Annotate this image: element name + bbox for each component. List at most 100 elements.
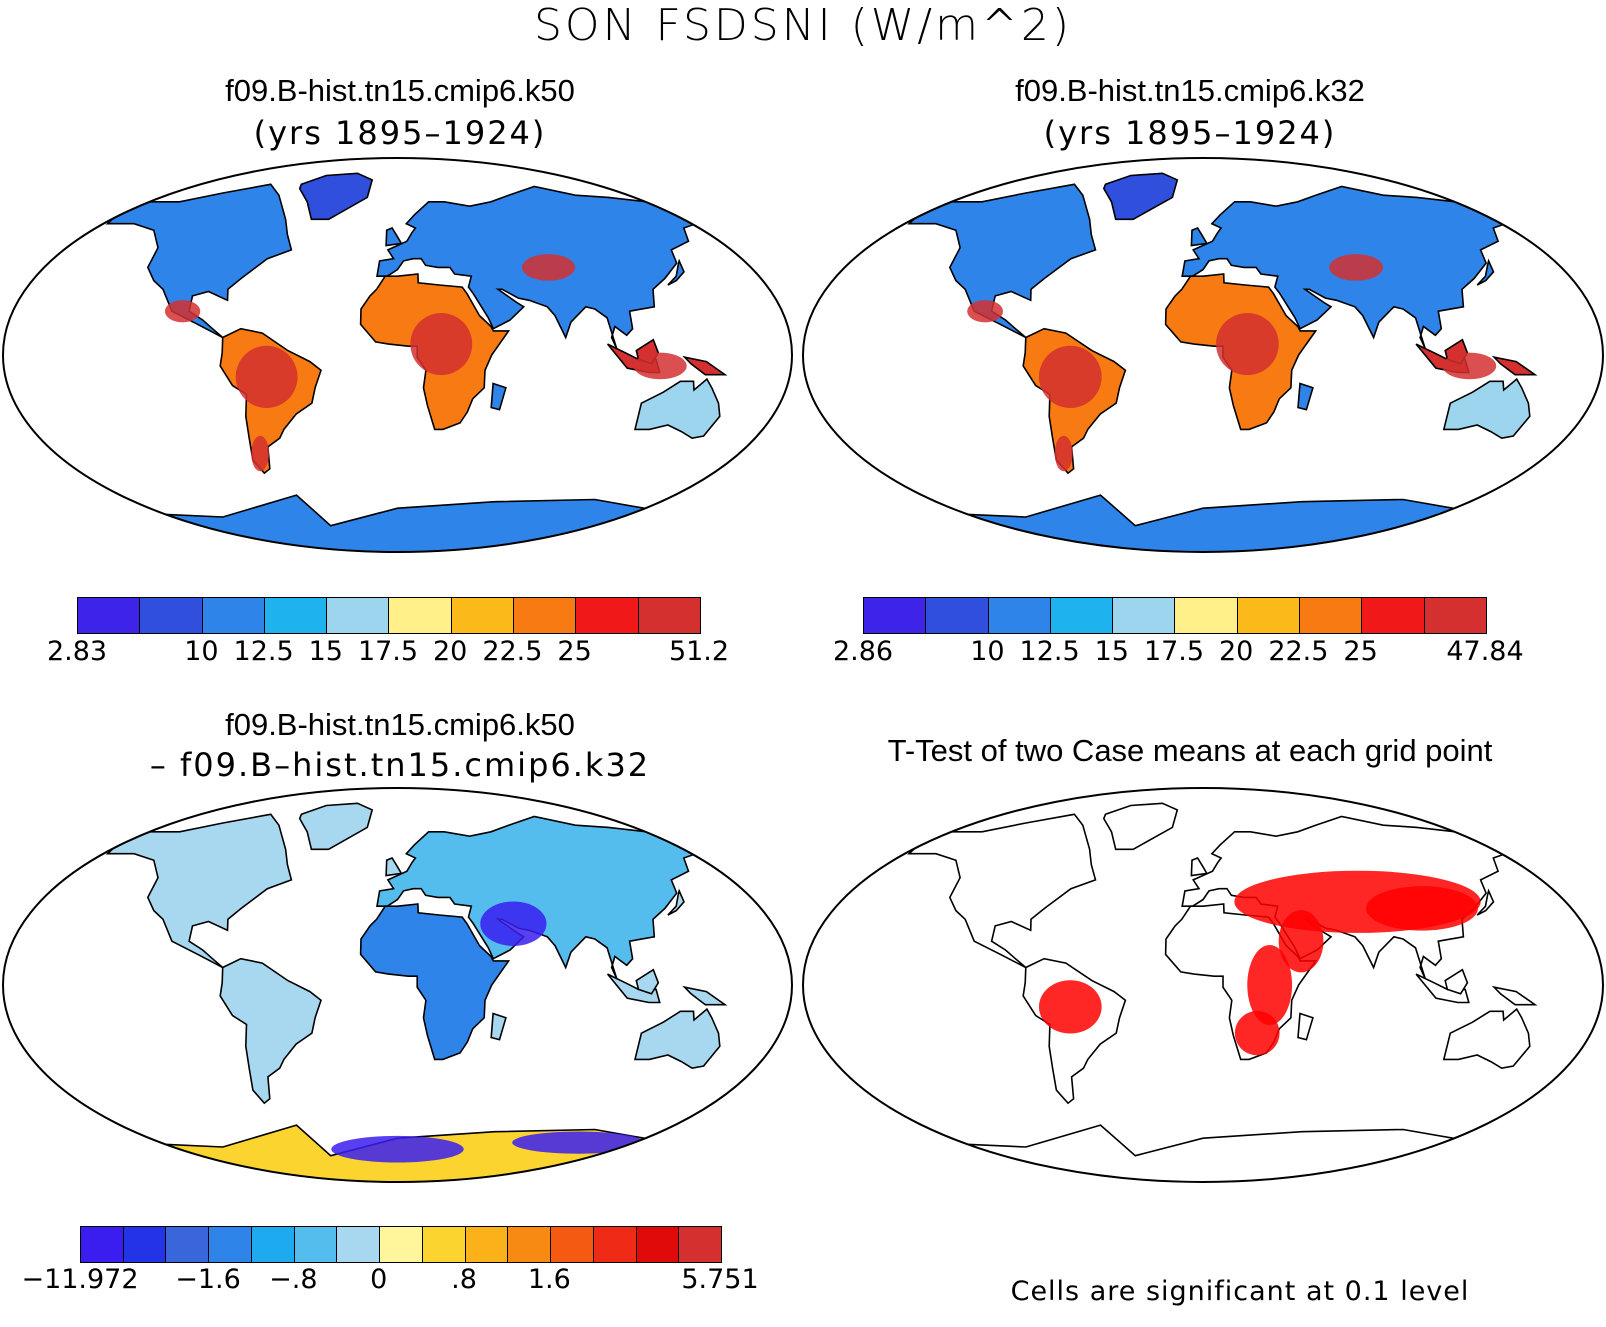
landmass-newguinea [1491,355,1538,376]
colorbar-tick-label: 25 [557,636,592,667]
landmass-uk [385,227,403,247]
colorbar-tick-label: 10 [184,636,219,667]
colorbar-tick-label: 17.5 [357,636,419,667]
colorbar-tick-label: 12.5 [1019,636,1080,667]
colorbar-swatch [551,1227,594,1262]
landmass-southAmerica [219,957,322,1105]
colorbar-tick-label: 25 [1343,636,1378,667]
colorbar-swatch [636,1227,680,1262]
colorbar-swatch [679,1227,722,1262]
colorbar-swatch [514,598,577,633]
colorbar-swatch [451,598,515,633]
colorbar-tick-label: .8 [451,1264,477,1295]
colorbar-tick-label: 47.84 [1446,636,1524,667]
colorbar-swatch [988,598,1051,633]
figure-title: SON FSDSNI (W/m^2) [534,0,1072,51]
colorbar-swatch [1050,598,1114,633]
field-maximum-region [633,352,687,380]
colorbar-tick-label: 20 [433,636,468,667]
colorbar-swatch [123,1227,167,1262]
significant-region [1278,910,1324,973]
colorbar-swatch [508,1227,552,1262]
landmass-borneo [1444,968,1469,995]
colorbar-swatch [926,598,989,633]
map-border [802,157,1604,553]
landmass-newguinea [682,355,728,376]
landmass-northAmerica [105,813,293,969]
landmass-antarctica [125,494,670,552]
colorbar-difference [80,1226,722,1263]
landmass-greenland [1102,172,1179,221]
colorbar-swatch [327,598,390,633]
panel2-subtitle: (yrs 1895–1924) [1043,114,1337,152]
landmass-madagascar [490,382,507,411]
field-maximum-region [1329,254,1383,281]
colorbar-panel1 [77,597,701,634]
landmass-newguinea [1491,985,1538,1006]
colorbar-tick-label: 2.83 [46,636,108,667]
colorbar-swatch [1362,598,1425,633]
colorbar-swatch [251,1227,295,1262]
landmass-eurasia [376,815,698,979]
colorbar-swatch [465,1227,509,1262]
field-maximum-region [512,1131,645,1154]
landmass-newguinea [682,985,728,1006]
colorbar-tick-label: 10 [970,636,1005,667]
colorbar-swatch [166,1227,210,1262]
colorbar-tick-label: 2.86 [832,636,894,667]
map-border [802,787,1604,1183]
colorbar-swatch [1300,598,1363,633]
panel3-subtitle: – f09.B–hist.tn15.cmip6.k32 [149,746,651,784]
colorbar-swatch [1175,598,1238,633]
significant-region [1247,945,1293,1025]
landmass-africa [359,903,511,1061]
colorbar-tick-label: 1.6 [527,1264,571,1295]
landmass-japan [667,258,685,286]
field-maximum-region [522,254,576,281]
colorbar-panel2 [863,597,1487,634]
colorbar-swatch [389,598,452,633]
field-maximum-region [1442,352,1497,380]
significant-region [1234,1010,1280,1056]
colorbar-swatch [422,1227,466,1262]
colorbar-tick-label: 0 [370,1264,388,1295]
colorbar-swatch [294,1227,338,1262]
map-panel-ttest [802,787,1604,1183]
colorbar-swatch [202,598,265,633]
map-border [2,157,793,553]
colorbar-swatch [380,1227,423,1262]
field-maximum-region [480,901,547,946]
colorbar-swatch [1113,598,1176,633]
colorbar-swatch [864,598,927,633]
landmass-madagascar [490,1012,507,1041]
field-maximum-region [1216,312,1279,376]
colorbar-swatch [638,598,700,633]
colorbar-tick-label: 51.2 [668,636,730,667]
landmass-uk [385,857,403,877]
field-maximum-region [164,300,201,323]
landmass-uk [1190,227,1209,247]
panel4-title: T-Test of two Case means at each grid po… [887,733,1493,768]
panel2-title: f09.B-hist.tn15.cmip6.k32 [1015,73,1365,108]
field-maximum-region [331,1135,464,1163]
colorbar-swatch [78,598,141,633]
field-maximum-region [410,312,473,376]
colorbar-swatch [264,598,328,633]
significance-note: Cells are significant at 0.1 level [1010,1276,1470,1307]
panel1-subtitle: (yrs 1895–1924) [253,114,547,152]
landmass-northAmerica [907,813,1097,969]
landmass-japan [1476,258,1495,286]
field-maximum-region [967,300,1004,323]
colorbar-tick-label: 22.5 [482,636,543,667]
landmass-madagascar [1297,382,1314,411]
colorbar-tick-label: 15 [1094,636,1129,667]
colorbar-swatch [209,1227,252,1262]
map-border [2,787,793,1183]
landmass-borneo [635,968,660,995]
colorbar-tick-label: 20 [1219,636,1254,667]
landmass-indonesia [606,973,661,1004]
panel1-title: f09.B-hist.tn15.cmip6.k50 [225,73,575,108]
significant-region [1366,886,1478,931]
colorbar-tick-label: 12.5 [233,636,294,667]
landmass-antarctica [927,494,1479,552]
